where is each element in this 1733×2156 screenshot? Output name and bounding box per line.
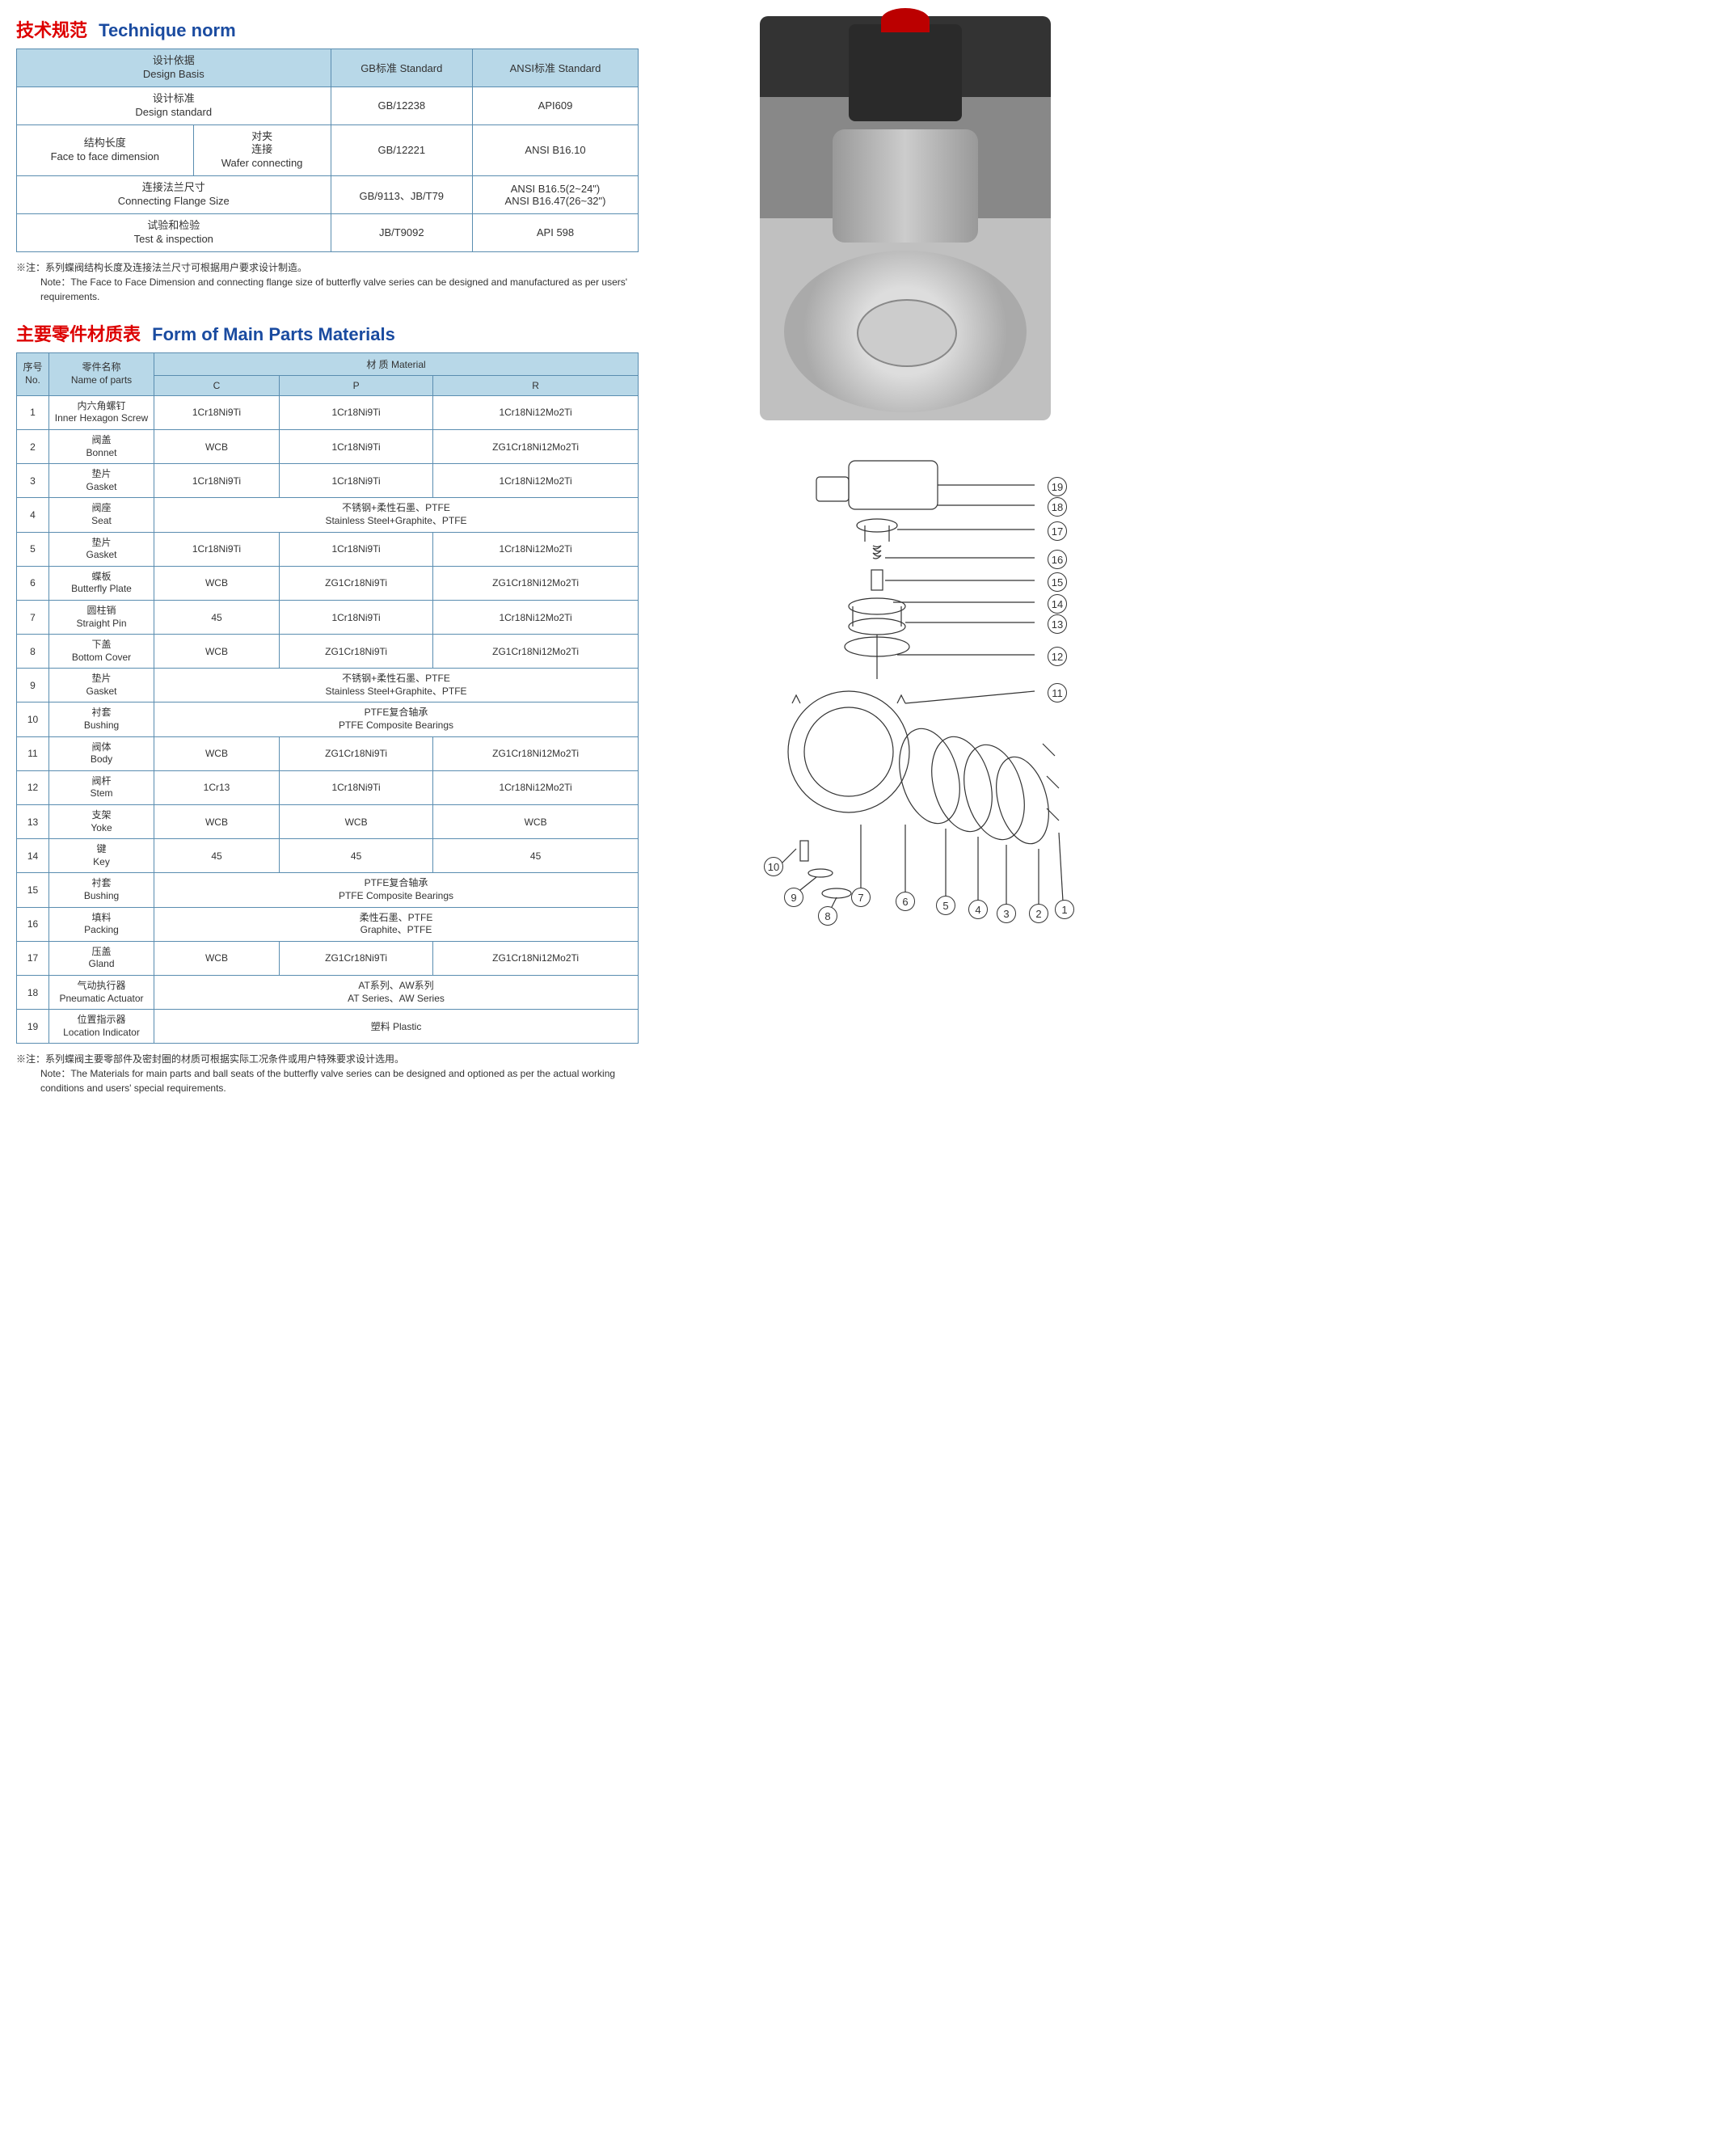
table-row: 6蝶板Butterfly PlateWCBZG1Cr18Ni9TiZG1Cr18… — [17, 566, 639, 600]
table-row: 11阀体BodyWCBZG1Cr18Ni9TiZG1Cr18Ni12Mo2Ti — [17, 736, 639, 770]
table-row: 10衬套BushingPTFE复合轴承PTFE Composite Bearin… — [17, 702, 639, 736]
callout-14: 14 — [1048, 594, 1067, 614]
callout-2: 2 — [1029, 904, 1048, 923]
parts-materials-table: 序号No. 零件名称Name of parts 材 质 Material C P… — [16, 352, 639, 1044]
callout-6: 6 — [896, 892, 915, 911]
technique-norm-table: 设计依据Design Basis GB标准 Standard ANSI标准 St… — [16, 49, 639, 252]
table-row: 4阀座Seat不锈钢+柔性石墨、PTFEStainless Steel+Grap… — [17, 498, 639, 532]
exploded-diagram: 19 18 17 16 15 14 13 12 11 10 9 8 7 6 5 … — [736, 453, 1075, 922]
table-row: 15衬套BushingPTFE复合轴承PTFE Composite Bearin… — [17, 873, 639, 907]
note-2: ※注：系列蝶阀主要零部件及密封圈的材质可根据实际工况条件或用户特殊要求设计选用。… — [16, 1052, 639, 1095]
table-row: 16填料Packing柔性石墨、PTFEGraphite、PTFE — [17, 907, 639, 941]
callout-5: 5 — [936, 896, 955, 915]
table-row: 5垫片Gasket1Cr18Ni9Ti1Cr18Ni9Ti1Cr18Ni12Mo… — [17, 532, 639, 566]
callout-10: 10 — [764, 857, 783, 876]
callout-15: 15 — [1048, 572, 1067, 592]
callout-4: 4 — [968, 900, 988, 919]
heading-parts-materials: 主要零件材质表 Form of Main Parts Materials — [16, 320, 639, 346]
table-row: 8下盖Bottom CoverWCBZG1Cr18Ni9TiZG1Cr18Ni1… — [17, 635, 639, 669]
table-row: 7圆柱销Straight Pin451Cr18Ni9Ti1Cr18Ni12Mo2… — [17, 600, 639, 634]
callout-8: 8 — [818, 906, 837, 926]
callout-19: 19 — [1048, 477, 1067, 496]
callout-9: 9 — [784, 888, 803, 907]
callout-12: 12 — [1048, 647, 1067, 666]
table-row: 18气动执行器Pneumatic ActuatorAT系列、AW系列AT Ser… — [17, 975, 639, 1009]
callout-18: 18 — [1048, 497, 1067, 517]
table-row: 9垫片Gasket不锈钢+柔性石墨、PTFEStainless Steel+Gr… — [17, 669, 639, 702]
table-row: 3垫片Gasket1Cr18Ni9Ti1Cr18Ni9Ti1Cr18Ni12Mo… — [17, 464, 639, 498]
table-row: 1内六角螺钉Inner Hexagon Screw1Cr18Ni9Ti1Cr18… — [17, 395, 639, 429]
table-row: 17压盖GlandWCBZG1Cr18Ni9TiZG1Cr18Ni12Mo2Ti — [17, 941, 639, 975]
callout-16: 16 — [1048, 550, 1067, 569]
note-1: ※注：系列蝶阀结构长度及连接法兰尺寸可根据用户要求设计制造。 Note：The … — [16, 260, 639, 304]
callout-13: 13 — [1048, 614, 1067, 634]
callout-3: 3 — [997, 904, 1016, 923]
callout-11: 11 — [1048, 683, 1067, 702]
table-row: 14键Key454545 — [17, 839, 639, 873]
heading-technique-norm: 技术规范 Technique norm — [16, 16, 639, 42]
product-photo — [760, 16, 1051, 420]
callout-1: 1 — [1055, 900, 1074, 919]
table-row: 12阀杆Stem1Cr131Cr18Ni9Ti1Cr18Ni12Mo2Ti — [17, 770, 639, 804]
table-row: 2阀盖BonnetWCB1Cr18Ni9TiZG1Cr18Ni12Mo2Ti — [17, 429, 639, 463]
callout-17: 17 — [1048, 521, 1067, 541]
callout-7: 7 — [851, 888, 871, 907]
table-row: 13支架YokeWCBWCBWCB — [17, 805, 639, 839]
table-row: 19位置指示器Location Indicator塑料 Plastic — [17, 1010, 639, 1044]
